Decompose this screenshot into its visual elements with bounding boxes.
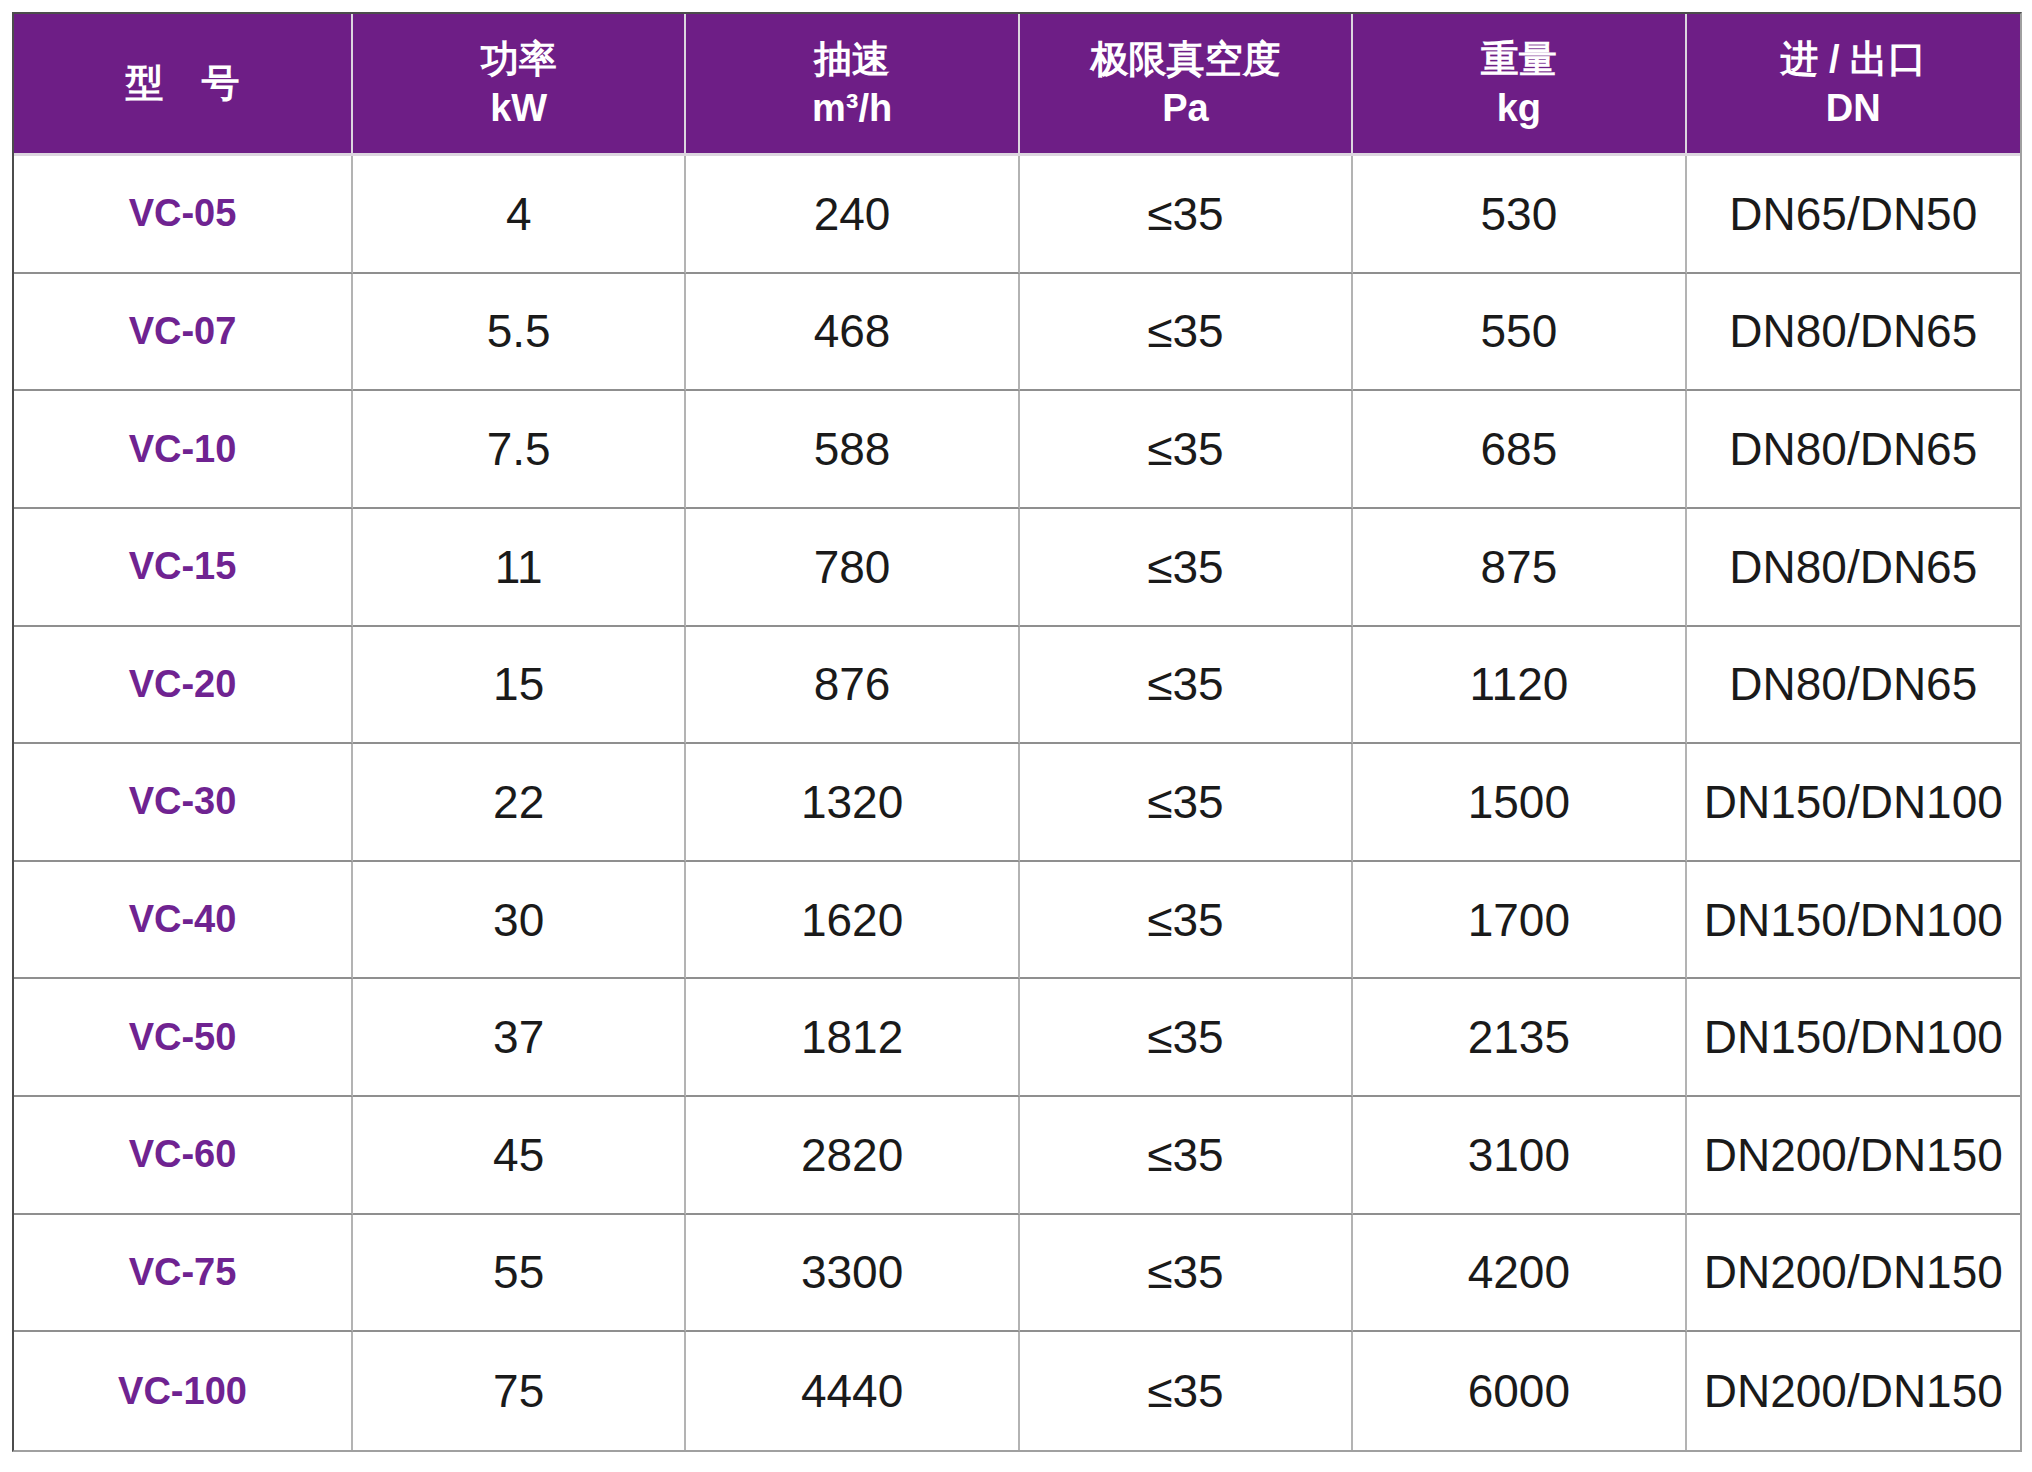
table-row: VC-60452820≤353100DN200/DN150 (14, 1097, 2020, 1215)
model-cell: VC-20 (14, 627, 353, 745)
table-row: VC-107.5588≤35685DN80/DN65 (14, 391, 2020, 509)
speed-cell: 240 (686, 156, 1019, 274)
table-header: 型 号 功率 kW 抽速 m³/h 极限真空度 Pa 重量 kg (14, 14, 2020, 156)
speed-cell: 588 (686, 391, 1019, 509)
header-cell-ports: 进 / 出口 DN (1687, 14, 2020, 156)
speed-cell: 1620 (686, 862, 1019, 980)
header-unit: kg (1353, 84, 1684, 133)
speed-cell: 1812 (686, 979, 1019, 1097)
model-cell: VC-05 (14, 156, 353, 274)
power-cell: 55 (353, 1215, 686, 1333)
speed-cell: 876 (686, 627, 1019, 745)
header-cell-model: 型 号 (14, 14, 353, 156)
vacuum-cell: ≤35 (1020, 391, 1353, 509)
ports-cell: DN200/DN150 (1687, 1097, 2020, 1215)
power-cell: 7.5 (353, 391, 686, 509)
ports-cell: DN150/DN100 (1687, 862, 2020, 980)
speed-cell: 4440 (686, 1332, 1019, 1450)
header-title: 极限真空度 (1020, 35, 1351, 84)
model-cell: VC-30 (14, 744, 353, 862)
vacuum-cell: ≤35 (1020, 509, 1353, 627)
model-cell: VC-15 (14, 509, 353, 627)
power-cell: 5.5 (353, 274, 686, 392)
header-cell-vacuum: 极限真空度 Pa (1020, 14, 1353, 156)
table-row: VC-40301620≤351700DN150/DN100 (14, 862, 2020, 980)
speed-cell: 780 (686, 509, 1019, 627)
header-row: 型 号 功率 kW 抽速 m³/h 极限真空度 Pa 重量 kg (14, 14, 2020, 156)
weight-cell: 875 (1353, 509, 1686, 627)
speed-cell: 2820 (686, 1097, 1019, 1215)
power-cell: 22 (353, 744, 686, 862)
header-title: 功率 (353, 35, 684, 84)
vacuum-cell: ≤35 (1020, 1097, 1353, 1215)
header-unit: m³/h (686, 84, 1017, 133)
weight-cell: 685 (1353, 391, 1686, 509)
weight-cell: 1500 (1353, 744, 1686, 862)
power-cell: 45 (353, 1097, 686, 1215)
vacuum-cell: ≤35 (1020, 862, 1353, 980)
table-body: VC-054240≤35530DN65/DN50VC-075.5468≤3555… (14, 156, 2020, 1450)
speed-cell: 1320 (686, 744, 1019, 862)
vacuum-cell: ≤35 (1020, 156, 1353, 274)
vacuum-cell: ≤35 (1020, 1215, 1353, 1333)
ports-cell: DN200/DN150 (1687, 1215, 2020, 1333)
header-cell-speed: 抽速 m³/h (686, 14, 1019, 156)
weight-cell: 2135 (1353, 979, 1686, 1097)
weight-cell: 1120 (1353, 627, 1686, 745)
weight-cell: 1700 (1353, 862, 1686, 980)
power-cell: 15 (353, 627, 686, 745)
vacuum-cell: ≤35 (1020, 744, 1353, 862)
model-cell: VC-07 (14, 274, 353, 392)
model-cell: VC-10 (14, 391, 353, 509)
spec-table-container: 型 号 功率 kW 抽速 m³/h 极限真空度 Pa 重量 kg (12, 12, 2022, 1452)
table-row: VC-075.5468≤35550DN80/DN65 (14, 274, 2020, 392)
power-cell: 75 (353, 1332, 686, 1450)
table-row: VC-100754440≤356000DN200/DN150 (14, 1332, 2020, 1450)
header-title: 抽速 (686, 35, 1017, 84)
header-unit: DN (1687, 84, 2020, 133)
table-row: VC-30221320≤351500DN150/DN100 (14, 744, 2020, 862)
ports-cell: DN150/DN100 (1687, 744, 2020, 862)
ports-cell: DN150/DN100 (1687, 979, 2020, 1097)
header-cell-power: 功率 kW (353, 14, 686, 156)
ports-cell: DN80/DN65 (1687, 509, 2020, 627)
power-cell: 11 (353, 509, 686, 627)
ports-cell: DN65/DN50 (1687, 156, 2020, 274)
table-row: VC-50371812≤352135DN150/DN100 (14, 979, 2020, 1097)
weight-cell: 530 (1353, 156, 1686, 274)
model-cell: VC-60 (14, 1097, 353, 1215)
speed-cell: 468 (686, 274, 1019, 392)
ports-cell: DN80/DN65 (1687, 391, 2020, 509)
header-unit: Pa (1020, 84, 1351, 133)
weight-cell: 3100 (1353, 1097, 1686, 1215)
model-cell: VC-75 (14, 1215, 353, 1333)
power-cell: 4 (353, 156, 686, 274)
ports-cell: DN80/DN65 (1687, 274, 2020, 392)
ports-cell: DN200/DN150 (1687, 1332, 2020, 1450)
table-row: VC-054240≤35530DN65/DN50 (14, 156, 2020, 274)
model-cell: VC-50 (14, 979, 353, 1097)
header-title: 型 号 (14, 59, 351, 108)
weight-cell: 6000 (1353, 1332, 1686, 1450)
header-title: 进 / 出口 (1687, 35, 2020, 84)
model-cell: VC-40 (14, 862, 353, 980)
header-unit: kW (353, 84, 684, 133)
vacuum-cell: ≤35 (1020, 274, 1353, 392)
vacuum-pump-spec-table: 型 号 功率 kW 抽速 m³/h 极限真空度 Pa 重量 kg (14, 14, 2020, 1450)
speed-cell: 3300 (686, 1215, 1019, 1333)
vacuum-cell: ≤35 (1020, 1332, 1353, 1450)
table-row: VC-2015876≤351120DN80/DN65 (14, 627, 2020, 745)
vacuum-cell: ≤35 (1020, 979, 1353, 1097)
power-cell: 30 (353, 862, 686, 980)
table-row: VC-1511780≤35875DN80/DN65 (14, 509, 2020, 627)
model-cell: VC-100 (14, 1332, 353, 1450)
weight-cell: 550 (1353, 274, 1686, 392)
table-row: VC-75553300≤354200DN200/DN150 (14, 1215, 2020, 1333)
vacuum-cell: ≤35 (1020, 627, 1353, 745)
header-cell-weight: 重量 kg (1353, 14, 1686, 156)
ports-cell: DN80/DN65 (1687, 627, 2020, 745)
weight-cell: 4200 (1353, 1215, 1686, 1333)
header-title: 重量 (1353, 35, 1684, 84)
power-cell: 37 (353, 979, 686, 1097)
